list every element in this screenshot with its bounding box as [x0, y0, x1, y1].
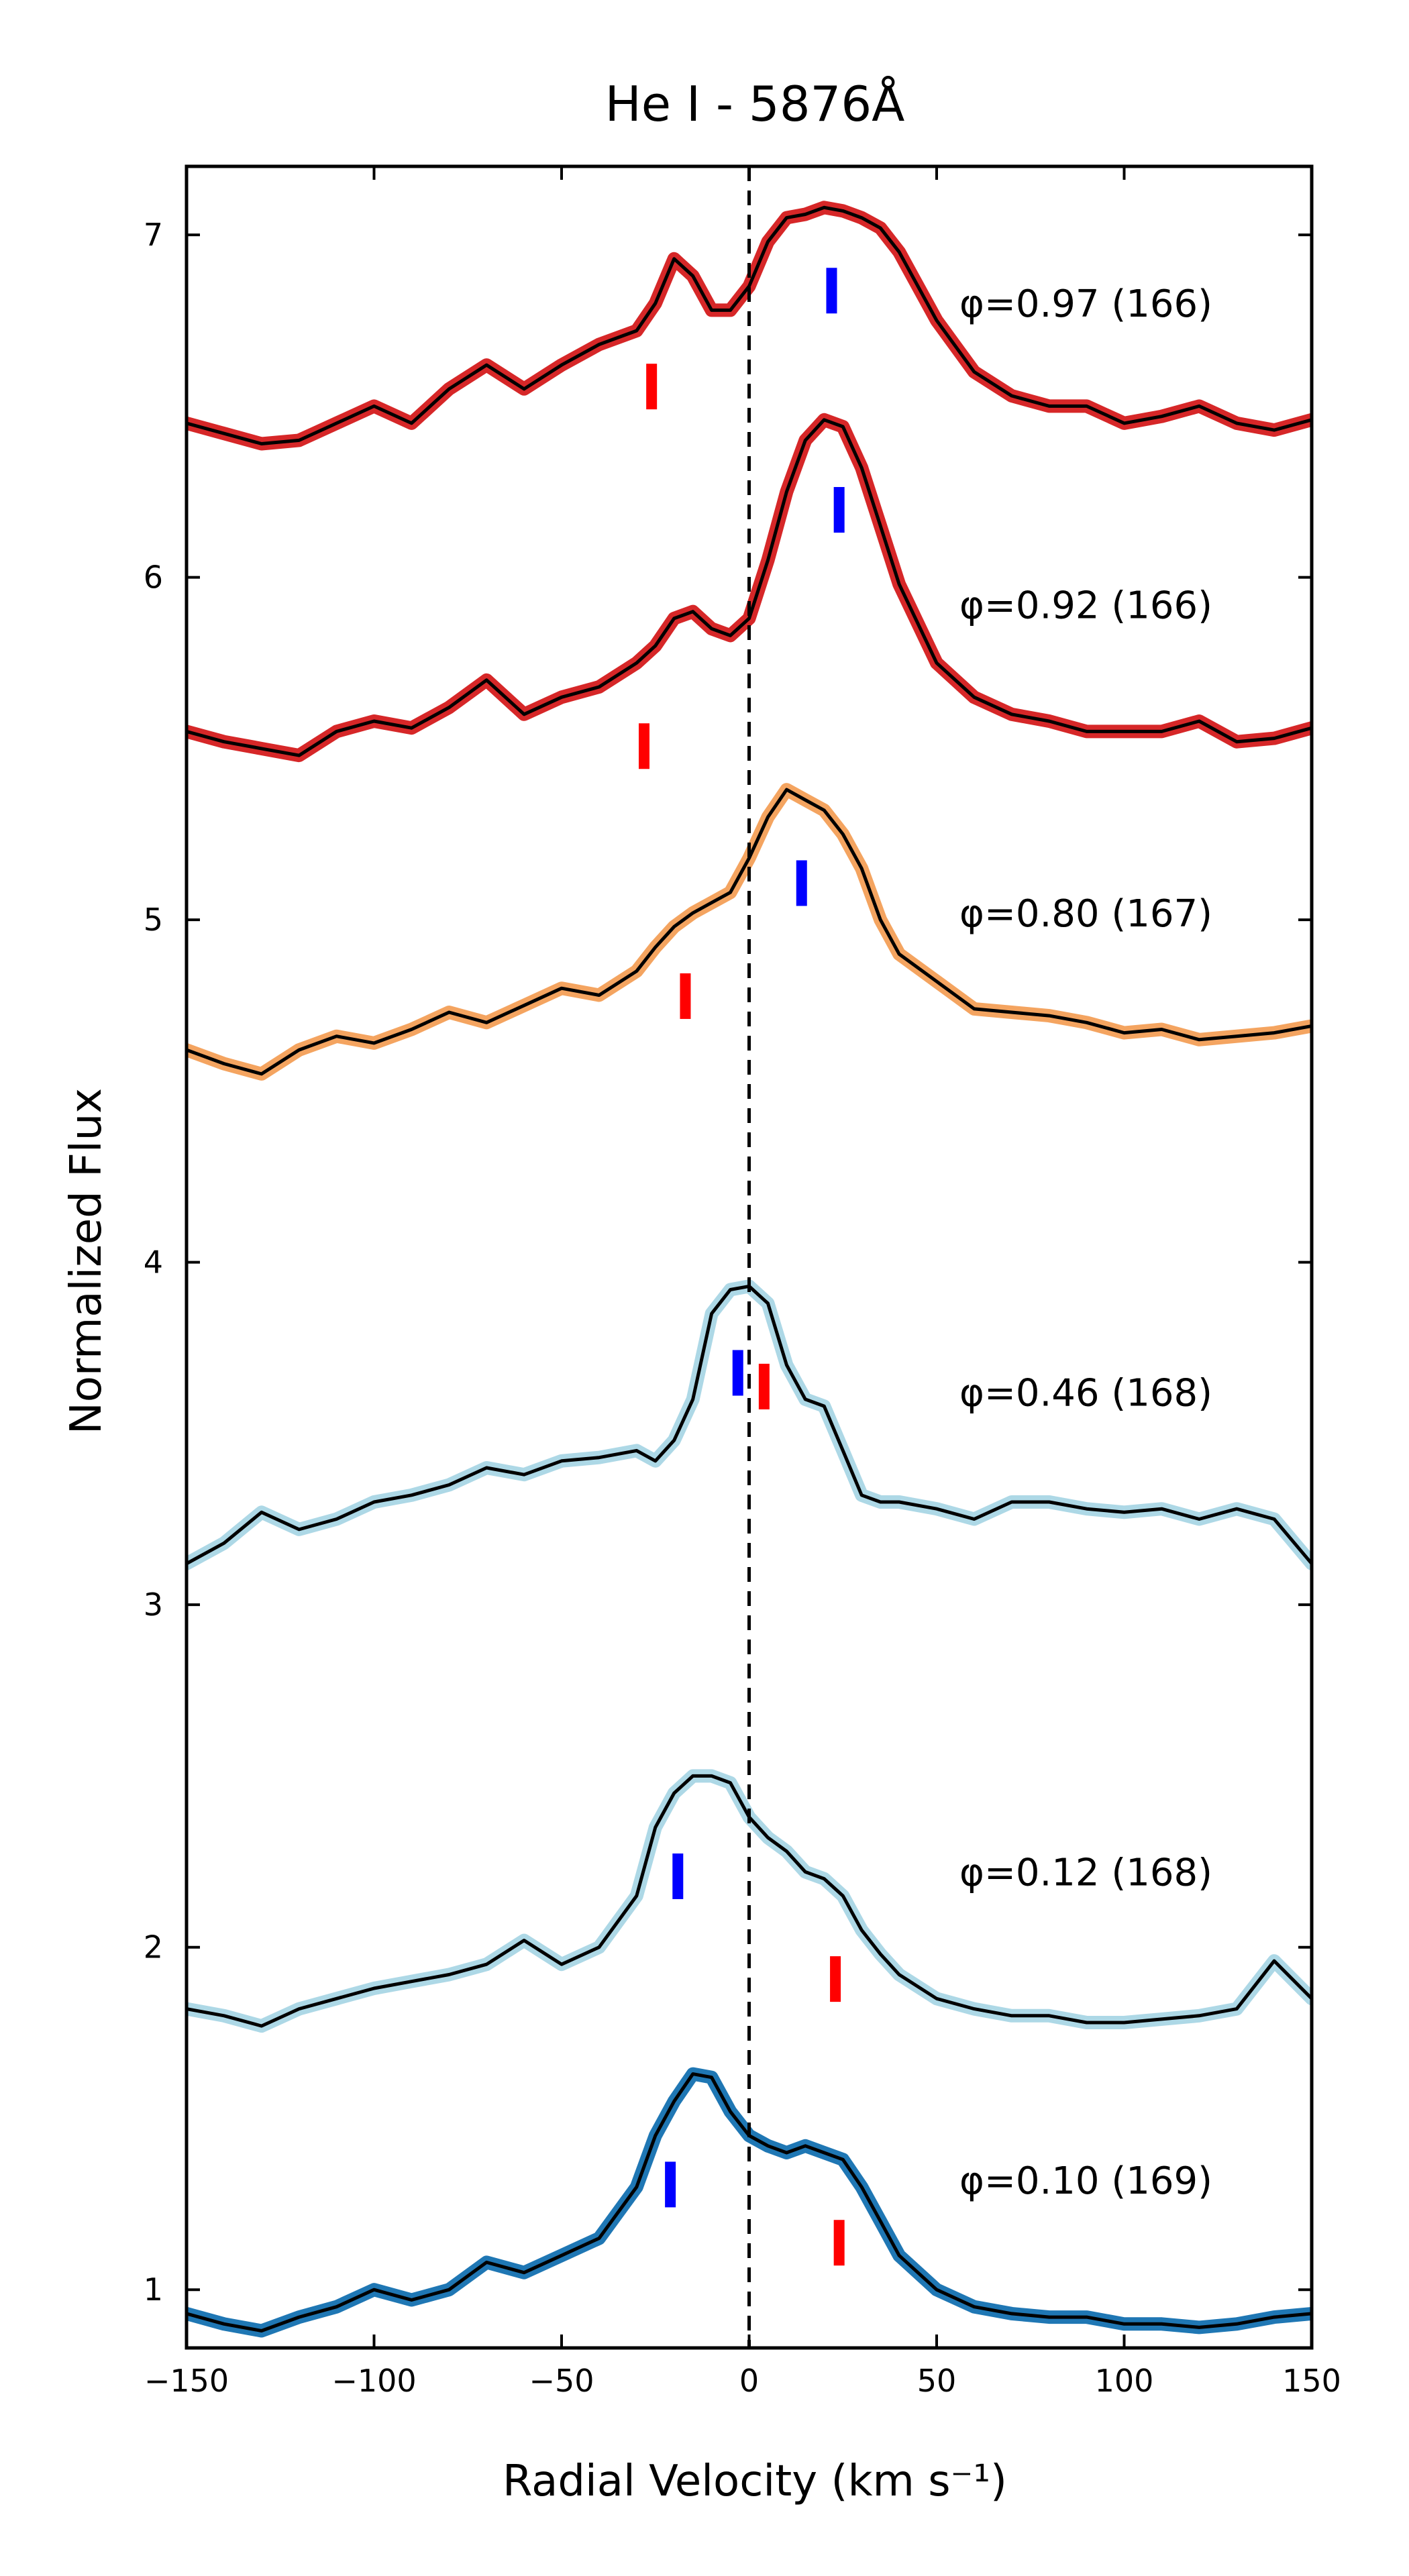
velocity-marker-3-0	[732, 1350, 743, 1396]
series-label-2: φ=0.80 (167)	[959, 892, 1212, 936]
y-tick-label-4: 5	[144, 902, 163, 938]
velocity-marker-3-1	[758, 1363, 770, 1409]
series-line-5	[187, 2072, 1312, 2332]
y-tick-label-3: 4	[144, 1244, 163, 1281]
plot-frame	[185, 164, 1314, 2350]
x-tick-label-2: −50	[529, 2363, 594, 2399]
velocity-marker-1-1	[833, 486, 845, 533]
series-label-0: φ=0.97 (166)	[959, 282, 1212, 326]
series-line-2	[187, 788, 1312, 1076]
velocity-marker-0-0	[646, 364, 658, 410]
x-tick-label-3: 0	[739, 2363, 759, 2399]
series-line-1	[187, 418, 1312, 757]
x-tick-label-5: 100	[1095, 2363, 1154, 2399]
series-label-1: φ=0.92 (166)	[959, 584, 1212, 627]
velocity-marker-4-1	[830, 1956, 841, 2002]
y-tick-label-6: 7	[144, 217, 163, 253]
x-tick-label-4: 50	[917, 2363, 957, 2399]
y-tick-label-2: 3	[144, 1587, 163, 1623]
y-tick-label-1: 2	[144, 1929, 163, 1966]
x-tick-label-0: −150	[144, 2363, 229, 2399]
velocity-marker-0-1	[826, 268, 837, 314]
velocity-marker-2-1	[796, 860, 807, 906]
velocity-marker-1-0	[638, 723, 649, 769]
x-tick-label-6: 150	[1282, 2363, 1341, 2399]
velocity-marker-2-0	[680, 973, 691, 1019]
velocity-marker-5-1	[833, 2220, 845, 2266]
chart-title: He I - 5876Å	[605, 76, 905, 132]
velocity-marker-5-0	[665, 2161, 676, 2208]
series-label-4: φ=0.12 (168)	[959, 1851, 1212, 1894]
y-tick-label-5: 6	[144, 559, 163, 596]
x-tick-label-1: −100	[331, 2363, 416, 2399]
series-line-3	[187, 1284, 1312, 1566]
velocity-marker-4-0	[672, 1853, 684, 1899]
series-line-4	[187, 1774, 1312, 2028]
plot-area: φ=0.97 (166) φ=0.92 (166) φ=0.80 (167) φ=0.…	[144, 164, 1341, 2399]
series-label-5: φ=0.10 (169)	[959, 2159, 1212, 2203]
x-axis-label: Radial Velocity (km s⁻¹)	[503, 2457, 1007, 2506]
series-line-0	[187, 205, 1312, 445]
series-label-3: φ=0.46 (168)	[959, 1372, 1212, 1415]
y-tick-label-0: 1	[144, 2271, 163, 2308]
y-axis-label: Normalized Flux	[62, 1088, 111, 1434]
